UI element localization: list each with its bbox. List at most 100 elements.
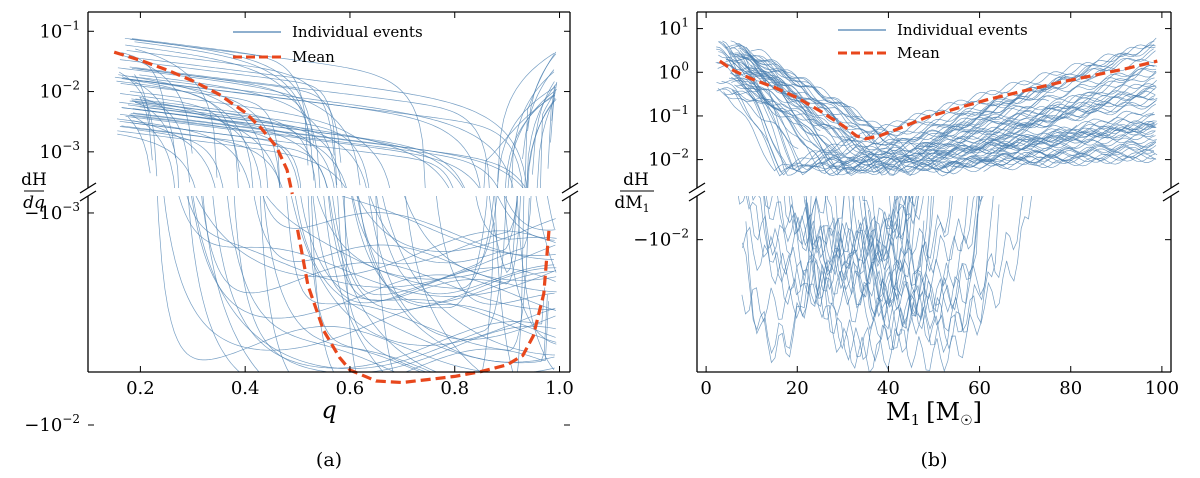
panel-a-event-line (127, 116, 151, 174)
panel-a-event-line (307, 196, 422, 372)
panel-a-event-line (351, 196, 555, 304)
panel-a-event-line (139, 74, 338, 188)
panel-b-event-line (734, 84, 1158, 171)
panel-a-event-line (504, 196, 556, 231)
panel-b-event-line (723, 43, 1158, 172)
panel-a-event-line (117, 130, 346, 188)
panel-a-event-line (343, 196, 357, 372)
panel-a-event-line (119, 126, 328, 188)
panel-a-event-line (547, 196, 555, 230)
panel-a-event-line (263, 196, 433, 372)
panel-a-event-line (129, 53, 555, 188)
panel-a-event-line (178, 196, 557, 297)
legend-b-events-label: Individual events (897, 21, 1028, 39)
panel-a-event-line (382, 196, 555, 356)
panel-b-event-line (739, 49, 1156, 176)
panel-b-y-ticks: 101 100 10−1 10−2 −10−2 (633, 16, 1171, 251)
panel-a-event-line (126, 56, 528, 188)
panel-a-event-line (328, 196, 521, 302)
panel-b-event-line (746, 56, 1155, 164)
panel-a-event-line (139, 106, 450, 188)
panel-a: 0.2 0.4 0.6 0.8 1.0 10−1 10−2 10−3 −10−3 −10−2 d… (21, 11, 579, 471)
panel-a-event-line (358, 196, 488, 309)
panel-a-axis-break-left (79, 182, 97, 202)
panel-a-event-line (497, 196, 555, 241)
panel-b-event-line (865, 146, 1155, 169)
panel-a-event-line (134, 41, 311, 147)
panel-a-ytick-label: 10−3 (39, 139, 80, 163)
panel-b-event-line (738, 196, 827, 256)
panel-b-ytick-label: 10−2 (648, 147, 689, 171)
panel-b-event-line (835, 196, 914, 319)
panel-b-event-line (904, 196, 980, 354)
panel-a-event-line (233, 196, 556, 372)
panel-a-ytick-label: −10−3 (24, 200, 80, 224)
panel-b-event-line (848, 196, 900, 274)
panel-a-event-line (119, 59, 558, 188)
panel-a-event-line (300, 196, 557, 343)
panel-b-event-line (728, 44, 1156, 170)
panel-a-caption: (a) (316, 449, 342, 471)
panel-a-events-negative (157, 156, 557, 372)
panel-a-event-line (120, 93, 240, 172)
panel-b-event-line (717, 41, 1157, 163)
panel-a-event-line (548, 156, 554, 183)
panel-b-event-line (716, 79, 1155, 177)
panel-b-event-line (803, 196, 914, 262)
panel-b-event-line (805, 196, 953, 300)
panel-a-event-line (494, 196, 514, 372)
panel-a-event-line (516, 196, 555, 371)
panel-a-event-line (116, 118, 251, 188)
panel-a-ylabel-den: dq (23, 193, 45, 213)
panel-b-event-line (731, 87, 1155, 177)
panel-b-event-line (745, 196, 812, 364)
panel-a-xtick-label: 0.8 (440, 378, 469, 399)
legend-b-mean-label: Mean (897, 44, 940, 62)
panel-a-event-line (121, 76, 176, 159)
panel-a-events-positive (114, 37, 558, 188)
panel-a-event-line (323, 196, 525, 372)
panel-b-event-line (807, 196, 935, 372)
panel-b-xtick-label: 100 (1145, 378, 1179, 399)
panel-a-event-line (129, 71, 555, 188)
panel-a-event-line (369, 196, 518, 264)
panel-a-event-line (130, 92, 556, 188)
panel-b-event-line (824, 196, 1024, 315)
panel-a-event-line (114, 76, 556, 188)
panel-b-ytick-label: 101 (658, 16, 689, 40)
panel-b-event-line (863, 196, 981, 330)
panel-a-event-line (163, 196, 556, 351)
panel-a-legend: Individual events Mean (233, 23, 423, 66)
panel-b-event-line (889, 196, 994, 350)
panel-a-xtick-label: 0.4 (231, 378, 260, 399)
panel-a-event-line (120, 114, 499, 188)
panel-a-event-line (132, 112, 524, 188)
panel-a-event-line (135, 83, 557, 188)
panel-a-event-line (187, 196, 549, 372)
panel-b-xtick-label: 40 (877, 378, 900, 399)
panel-b-event-line (722, 68, 1157, 129)
panel-b-event-line (763, 196, 845, 318)
panel-b-event-line (735, 42, 1155, 156)
panel-b-caption: (b) (921, 449, 948, 471)
legend-a-mean-label: Mean (292, 48, 335, 66)
panel-b-xtick-label: 0 (700, 378, 711, 399)
panel-a-event-line (131, 38, 309, 166)
panel-a-event-line (356, 196, 556, 252)
panel-b-ytick-label: 10−1 (648, 103, 689, 127)
panel-b-event-line (805, 196, 932, 362)
panel-a-event-line (535, 196, 557, 273)
panel-b-event-line (764, 196, 924, 259)
panel-a-event-line (130, 122, 302, 188)
panel-a-event-line (134, 102, 281, 188)
panel-a-event-line (125, 115, 480, 188)
panel-b-xtick-label: 20 (786, 378, 809, 399)
panel-b-events-negative (738, 196, 1032, 372)
panel-b-event-line (732, 90, 1156, 177)
panel-b-event-line (783, 196, 978, 331)
panel-a-event-line (139, 96, 153, 161)
panel-a-event-line (124, 37, 314, 144)
panel-a-event-line (129, 90, 391, 188)
panel-a-event-line (186, 196, 532, 288)
